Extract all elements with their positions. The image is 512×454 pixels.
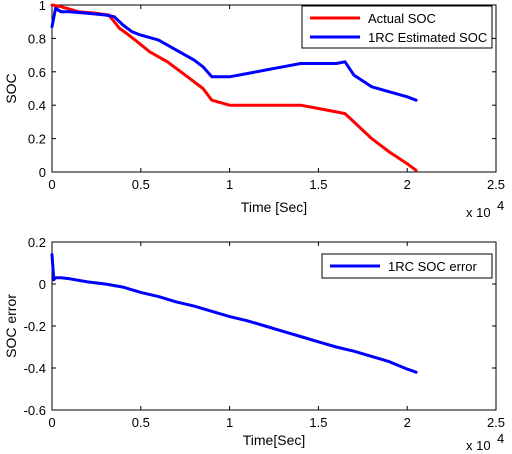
y-tick-label: 0.2	[28, 132, 46, 147]
x-axis-label: Time[Sec]	[243, 432, 306, 448]
x-axis-label: Time [Sec]	[241, 199, 307, 215]
x-tick-label: 2.5	[487, 415, 505, 430]
y-axis-label: SOC error	[3, 294, 19, 358]
series-line-1-2	[50, 6, 418, 102]
x-exponent: 4	[497, 198, 504, 213]
legend-label: 1RC Estimated SOC	[368, 30, 487, 45]
x-tick-label: 1.5	[309, 415, 327, 430]
x-tick-label: 0	[48, 415, 55, 430]
y-tick-label: -0.4	[24, 361, 46, 376]
legend-label: Actual SOC	[368, 11, 436, 26]
y-tick-label: 0.6	[28, 65, 46, 80]
y-tick-label: -0.2	[24, 319, 46, 334]
y-tick-label: -0.6	[24, 403, 46, 418]
y-tick-label: 0	[39, 277, 46, 292]
series-line-2-1	[50, 253, 418, 374]
y-tick-label: 0	[39, 165, 46, 180]
x-tick-label: 0	[48, 177, 55, 192]
x-tick-label: 0.5	[132, 415, 150, 430]
y-tick-label: 1	[39, 0, 46, 13]
x-tick-label: 2	[404, 415, 411, 430]
x-tick-label: 1.5	[309, 177, 327, 192]
x-tick-label: 1	[226, 415, 233, 430]
x-multiplier: x 10	[466, 438, 491, 453]
y-tick-label: 0.4	[28, 98, 46, 113]
y-tick-label: 0.8	[28, 31, 46, 46]
y-tick-label: 0.2	[28, 235, 46, 250]
legend-box-1	[301, 5, 493, 49]
x-multiplier: x 10	[466, 205, 491, 220]
y-axis-label: SOC	[3, 73, 19, 103]
x-tick-label: 1	[226, 177, 233, 192]
x-exponent: 4	[497, 431, 504, 446]
legend-label: 1RC SOC error	[388, 259, 478, 274]
x-tick-label: 0.5	[132, 177, 150, 192]
x-tick-label: 2	[404, 177, 411, 192]
x-tick-label: 2.5	[487, 177, 505, 192]
